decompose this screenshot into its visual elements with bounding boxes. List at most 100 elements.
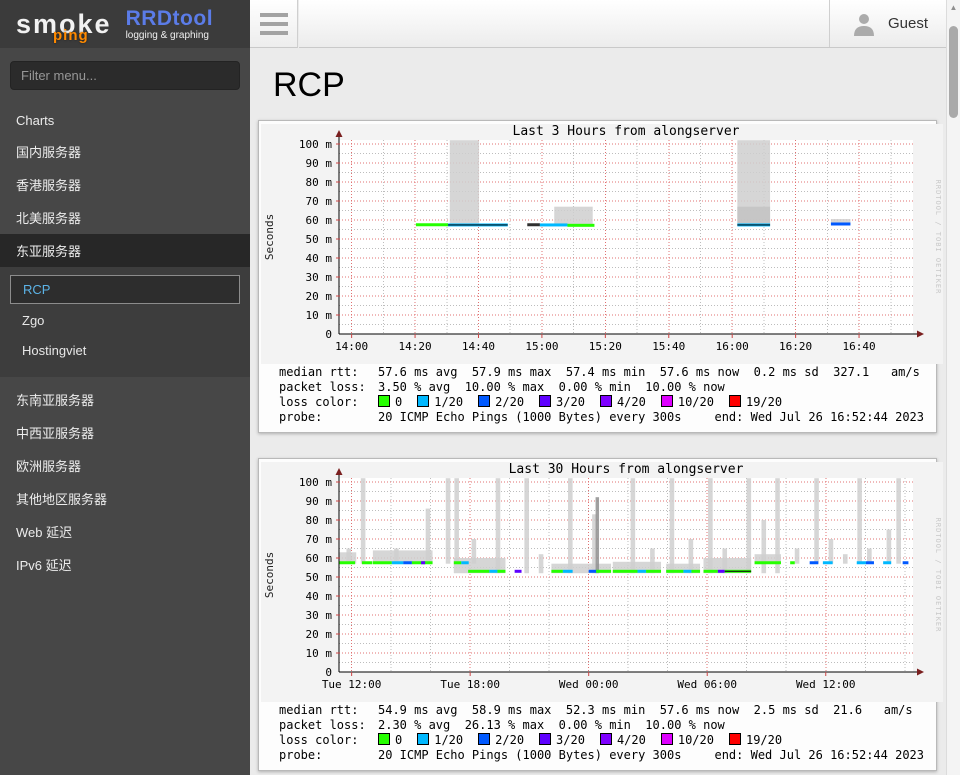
sidebar-item-IPv6 延迟[interactable]: IPv6 延迟 bbox=[16, 558, 72, 573]
svg-text:Last 30 Hours from alongserver: Last 30 Hours from alongserver bbox=[509, 462, 744, 477]
sidebar-item-RCP[interactable]: RCP bbox=[10, 275, 240, 304]
packet-loss-label: packet loss: bbox=[279, 718, 366, 732]
loss-color-legend-19-20: 19/20 bbox=[728, 395, 782, 410]
top-bar-main: Guest bbox=[299, 0, 946, 48]
svg-text:100 m: 100 m bbox=[299, 476, 332, 489]
stat-row-packet-loss: packet loss: 3.50 % avg 10.00 % max 0.00 … bbox=[279, 380, 928, 395]
graph-panel-last-30-hours: 10 m 20 m 30 m 40 m 50 m 60 m 70 m 80 m 90 m 100 … bbox=[258, 458, 943, 771]
svg-text:10 m: 10 m bbox=[306, 309, 333, 322]
sidebar-item-Hostingviet[interactable]: Hostingviet bbox=[22, 343, 87, 358]
svg-text:30 m: 30 m bbox=[306, 609, 333, 622]
svg-text:50 m: 50 m bbox=[306, 233, 333, 246]
loss-color-swatch bbox=[539, 733, 552, 745]
svg-text:16:00: 16:00 bbox=[716, 340, 749, 353]
loss-color-legend-3-20: 3/20 bbox=[539, 395, 585, 410]
svg-text:20 m: 20 m bbox=[306, 290, 333, 303]
sidebar-item-国内服务器[interactable]: 国内服务器 bbox=[16, 145, 82, 160]
svg-text:80 m: 80 m bbox=[306, 514, 333, 527]
loss-color-legend-1-20: 1/20 bbox=[417, 395, 463, 410]
user-menu[interactable]: Guest bbox=[828, 0, 942, 47]
svg-text:15:00: 15:00 bbox=[525, 340, 558, 353]
loss-color-swatch bbox=[378, 733, 390, 745]
loss-color-swatch bbox=[539, 395, 552, 407]
sidebar-item-其他地区服务器[interactable]: 其他地区服务器 bbox=[16, 492, 108, 507]
page-scrollbar[interactable]: ▲ bbox=[946, 0, 960, 775]
sidebar-item-中西亚服务器[interactable]: 中西亚服务器 bbox=[16, 426, 95, 441]
svg-text:80 m: 80 m bbox=[306, 176, 333, 189]
graph-stats-last-30-hours: median rtt: 54.9 ms avg 58.9 ms max 52.3 … bbox=[259, 702, 936, 763]
sidebar-item-欧洲服务器[interactable]: 欧洲服务器 bbox=[16, 459, 82, 474]
median-rtt-values: 54.9 ms avg 58.9 ms max 52.3 ms min 57.6… bbox=[378, 703, 913, 717]
probe-values: 20 ICMP Echo Pings (1000 Bytes) every 30… bbox=[378, 410, 682, 424]
loss-color-swatch bbox=[478, 733, 491, 745]
loss-color-legend-4-20: 4/20 bbox=[599, 733, 646, 748]
sidebar-submenu: RCP Zgo Hostingviet bbox=[0, 267, 250, 377]
sidebar-item-北美服务器[interactable]: 北美服务器 bbox=[16, 211, 82, 226]
svg-text:100 m: 100 m bbox=[299, 138, 332, 151]
top-bar: smoke ping RRDtool logging & graphing Gu… bbox=[0, 0, 960, 48]
graph-end-time: end: Wed Jul 26 16:52:44 2023 bbox=[714, 410, 924, 424]
median-rtt-values: 57.6 ms avg 57.9 ms max 57.4 ms min 57.6… bbox=[378, 365, 920, 379]
loss-color-swatch bbox=[417, 733, 430, 745]
stat-row-loss-color: loss color: 0 1/20 2/20 3/20 4/20 10/20 19/20 bbox=[279, 733, 928, 748]
packet-loss-values: 2.30 % avg 26.13 % max 0.00 % min 10.00 … bbox=[378, 718, 725, 732]
svg-text:14:40: 14:40 bbox=[462, 340, 495, 353]
loss-color-legend-10-20: 10/20 bbox=[660, 733, 714, 748]
svg-text:0: 0 bbox=[325, 666, 332, 679]
smokeping-logo-smoke: smoke bbox=[16, 8, 112, 39]
probe-label: probe: bbox=[279, 410, 323, 424]
svg-text:70 m: 70 m bbox=[306, 195, 333, 208]
svg-text:Seconds: Seconds bbox=[263, 552, 276, 598]
loss-color-legend-0: 0 bbox=[378, 395, 402, 410]
graph-panel-last-3-hours: 10 m 20 m 30 m 40 m 50 m 60 m 70 m 80 m 90 m 100 … bbox=[258, 120, 943, 433]
svg-text:Seconds: Seconds bbox=[263, 214, 276, 260]
sidebar-menu: Charts 国内服务器香港服务器北美服务器东亚服务器 RCP Zgo Hostingv… bbox=[0, 106, 250, 581]
median-rtt-label: median rtt: bbox=[279, 365, 359, 379]
scrollbar-thumb[interactable] bbox=[949, 26, 958, 118]
loss-color-swatch bbox=[660, 395, 673, 407]
sidebar-item-东南亚服务器[interactable]: 东南亚服务器 bbox=[16, 393, 95, 408]
loss-color-swatch bbox=[478, 395, 491, 407]
sidebar-item-Zgo[interactable]: Zgo bbox=[22, 313, 45, 328]
sidebar-item-Charts[interactable]: Charts bbox=[16, 113, 55, 128]
sidebar-item-东亚服务器[interactable]: 东亚服务器 bbox=[0, 234, 250, 267]
svg-text:Tue 18:00: Tue 18:00 bbox=[440, 678, 500, 691]
user-icon bbox=[853, 13, 874, 36]
latency-graph-last-30-hours[interactable]: 10 m 20 m 30 m 40 m 50 m 60 m 70 m 80 m 90 m 100 … bbox=[261, 462, 943, 702]
sidebar-group-东亚服务器: 东亚服务器 RCP Zgo Hostingviet bbox=[0, 234, 250, 377]
smokeping-logo-ping: ping bbox=[53, 26, 89, 44]
median-rtt-label: median rtt: bbox=[279, 703, 359, 717]
brand-area: smoke ping RRDtool logging & graphing bbox=[0, 0, 250, 48]
svg-text:60 m: 60 m bbox=[306, 552, 333, 565]
svg-text:RRDTOOL / TOBI OETIKER: RRDTOOL / TOBI OETIKER bbox=[934, 518, 942, 633]
sidebar-item-Web 延迟[interactable]: Web 延迟 bbox=[16, 525, 73, 540]
loss-color-swatch bbox=[728, 395, 741, 407]
scrollbar-up-arrow[interactable]: ▲ bbox=[949, 3, 958, 12]
loss-color-legend-3-20: 3/20 bbox=[539, 733, 585, 748]
rrdtool-logo[interactable]: RRDtool logging & graphing bbox=[126, 8, 213, 41]
svg-text:50 m: 50 m bbox=[306, 571, 333, 584]
loss-color-legend-1-20: 1/20 bbox=[417, 733, 463, 748]
svg-text:70 m: 70 m bbox=[306, 533, 333, 546]
latency-graph-last-3-hours[interactable]: 10 m 20 m 30 m 40 m 50 m 60 m 70 m 80 m 90 m 100 … bbox=[261, 124, 943, 364]
svg-text:16:40: 16:40 bbox=[842, 340, 875, 353]
svg-text:15:40: 15:40 bbox=[652, 340, 685, 353]
stat-row-median-rtt: median rtt: 57.6 ms avg 57.9 ms max 57.4 … bbox=[279, 365, 928, 380]
loss-color-legend-19-20: 19/20 bbox=[728, 733, 782, 748]
svg-text:RRDTOOL / TOBI OETIKER: RRDTOOL / TOBI OETIKER bbox=[934, 180, 942, 295]
svg-text:10 m: 10 m bbox=[306, 647, 333, 660]
stat-row-loss-color: loss color: 0 1/20 2/20 3/20 4/20 10/20 19/20 bbox=[279, 395, 928, 410]
packet-loss-values: 3.50 % avg 10.00 % max 0.00 % min 10.00 … bbox=[378, 380, 725, 394]
loss-color-legend-2-20: 2/20 bbox=[478, 395, 524, 410]
stat-row-probe: probe: 20 ICMP Echo Pings (1000 Bytes) ev… bbox=[279, 748, 928, 763]
rrdtool-logo-title: RRDtool bbox=[125, 6, 214, 30]
loss-color-swatch bbox=[660, 733, 673, 745]
menu-toggle-button[interactable] bbox=[250, 0, 298, 48]
svg-text:40 m: 40 m bbox=[306, 590, 333, 603]
svg-text:16:20: 16:20 bbox=[779, 340, 812, 353]
menu-filter-input[interactable] bbox=[10, 61, 240, 90]
sidebar-item-香港服务器[interactable]: 香港服务器 bbox=[16, 178, 82, 193]
loss-color-swatch bbox=[417, 395, 430, 407]
loss-color-swatch bbox=[599, 733, 612, 745]
